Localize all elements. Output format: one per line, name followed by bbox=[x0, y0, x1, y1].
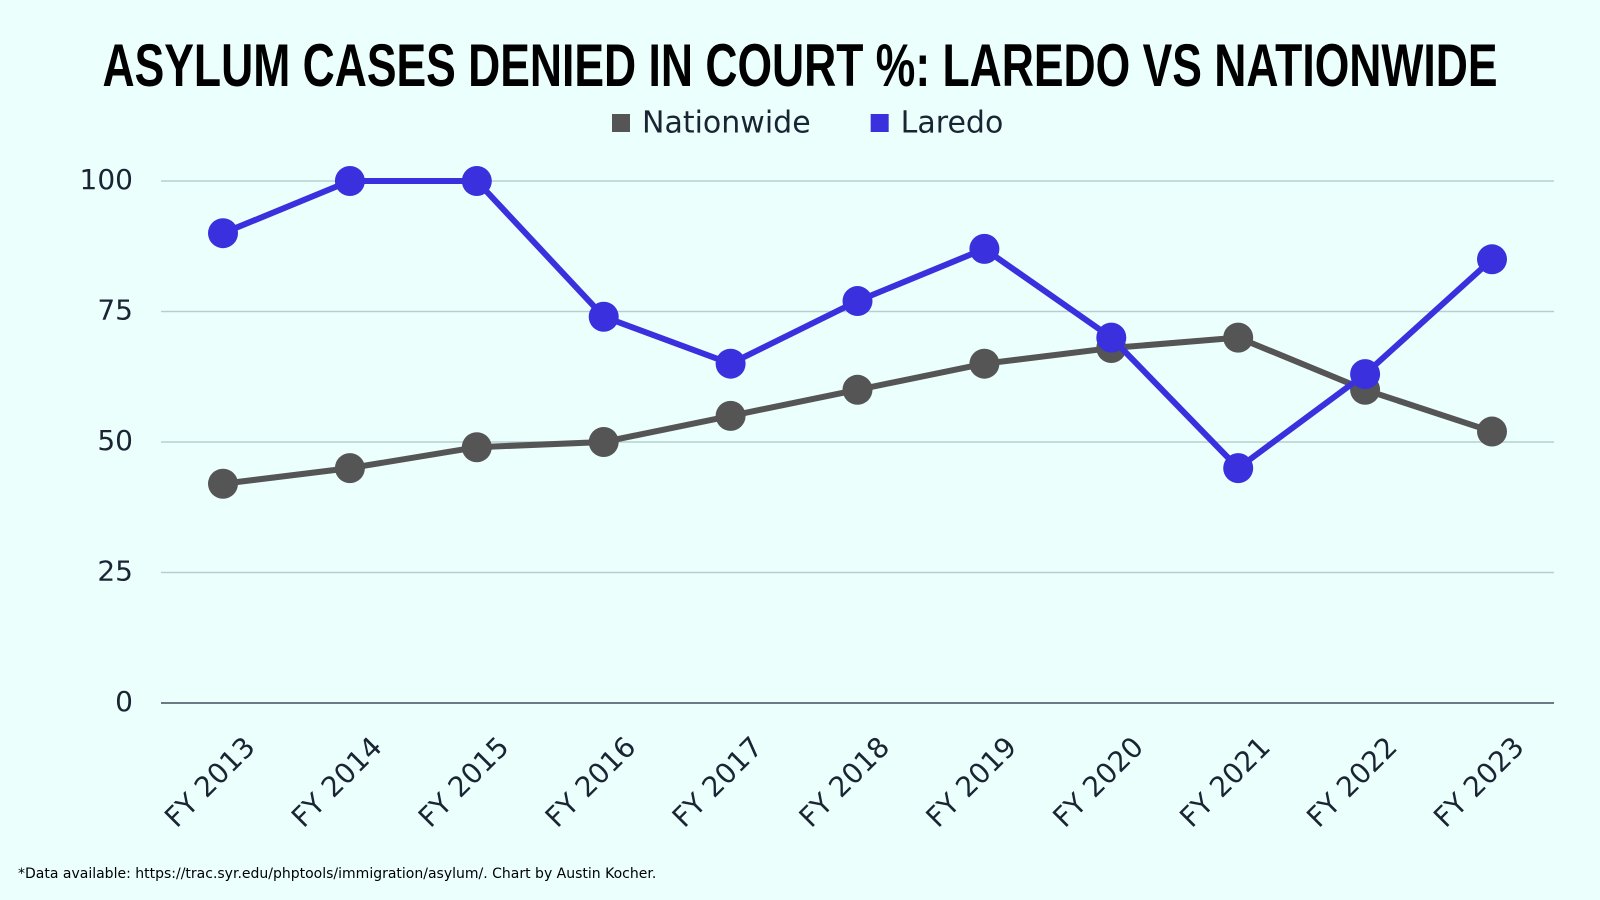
data-point bbox=[1350, 359, 1381, 390]
y-tick-label: 100 bbox=[80, 163, 133, 196]
legend-label: Laredo bbox=[901, 106, 1004, 141]
chart-title: ASYLUM CASES DENIED IN COURT %: LAREDO V… bbox=[103, 32, 1498, 99]
data-point bbox=[1223, 453, 1254, 484]
footnote: *Data available: https://trac.syr.edu/ph… bbox=[18, 866, 656, 882]
data-point bbox=[334, 166, 365, 196]
data-point bbox=[588, 301, 619, 332]
data-point bbox=[588, 427, 619, 457]
data-point bbox=[208, 218, 238, 249]
data-point bbox=[842, 374, 873, 405]
data-point bbox=[842, 286, 873, 317]
data-point bbox=[208, 468, 238, 499]
data-point bbox=[715, 400, 746, 431]
data-point bbox=[715, 348, 746, 379]
legend-label: Nationwide bbox=[642, 106, 811, 141]
data-point bbox=[334, 453, 365, 484]
data-point bbox=[1477, 244, 1507, 275]
data-point bbox=[1477, 416, 1507, 447]
data-point bbox=[1096, 322, 1127, 353]
data-point bbox=[969, 348, 1000, 379]
y-tick-label: 50 bbox=[97, 424, 133, 457]
legend-swatch bbox=[870, 114, 889, 132]
data-point bbox=[1223, 322, 1254, 353]
data-point bbox=[461, 166, 492, 196]
data-point bbox=[969, 233, 1000, 264]
data-point bbox=[461, 432, 492, 463]
legend-swatch bbox=[612, 114, 630, 132]
y-tick-label: 0 bbox=[115, 685, 133, 718]
y-tick-label: 75 bbox=[97, 294, 133, 327]
y-tick-label: 25 bbox=[97, 555, 133, 588]
